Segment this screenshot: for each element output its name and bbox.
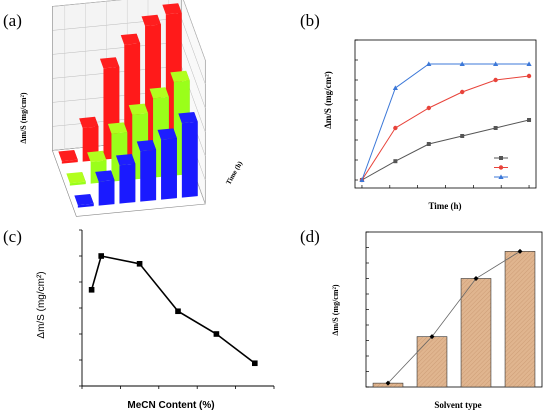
panel-b-point <box>393 125 398 131</box>
panel-b-line-chart: (b) Δm/S (mg/cm²) Time (h) <box>300 11 537 211</box>
panel-b-point <box>460 89 465 95</box>
panel-a-bar-top <box>58 150 78 162</box>
panel-a-bar-top <box>170 70 190 82</box>
panel-d-y-axis-label: Δm/S (mg/cm²) <box>331 284 340 336</box>
panel-c-label: (c) <box>3 227 22 246</box>
panel-a-bars <box>58 3 198 208</box>
panel-c-plot <box>79 229 275 389</box>
panel-c-y-axis-label: Δm/S (mg/cm²) <box>36 271 47 338</box>
panel-a-bar-top <box>162 3 182 15</box>
panel-a-bar-front <box>69 181 86 186</box>
panel-b-y-axis-label: Δm/S (mg/cm²) <box>323 71 333 129</box>
panel-c-point <box>88 287 95 293</box>
panel-b-point <box>426 61 432 66</box>
panel-b-point <box>493 77 498 83</box>
panel-a-3d-bar-chart: (a) Δm/S (mg/cm²) Time (h) <box>3 0 244 217</box>
panel-a-bar-front <box>98 180 115 206</box>
panel-b-legend-marker <box>498 174 504 179</box>
panel-c-point <box>98 253 104 259</box>
panel-d-point <box>385 380 391 386</box>
panel-a-bar-front <box>181 121 198 198</box>
panel-a-gridline <box>181 41 206 109</box>
panel-a-bar-top <box>115 154 136 166</box>
panel-a-time-axis-label: Time (h) <box>224 159 244 186</box>
panel-b-point <box>426 142 431 146</box>
panel-b-point <box>493 126 498 130</box>
panel-a-bar-top <box>79 116 99 128</box>
panel-b-point <box>359 177 365 182</box>
panel-a-bar-front <box>119 163 136 204</box>
panel-d-label: (d) <box>300 227 320 246</box>
panel-b-legend-marker <box>499 156 503 160</box>
panel-a-bar-top <box>66 172 86 184</box>
panel-a-bar-top <box>99 57 120 69</box>
panel-d-x-axis-label: Solvent type <box>434 400 481 410</box>
panel-a-bar-top <box>178 112 198 124</box>
panel-c-point <box>252 360 258 367</box>
panel-a-bar-front <box>140 149 157 202</box>
panel-d-point <box>473 276 479 281</box>
panel-a-bar-top <box>136 140 157 152</box>
panel-b-point <box>527 118 532 122</box>
panel-b-label: (b) <box>300 11 320 30</box>
panel-b-x-axis-label: Time (h) <box>428 201 461 211</box>
panel-d-point <box>517 248 523 254</box>
panel-a-bar <box>95 170 115 206</box>
panel-a-bar-top <box>128 103 149 115</box>
panel-a-bar-top <box>149 87 169 99</box>
panel-c-x-axis-label: MeCN Content (%) <box>127 400 214 411</box>
panel-b-point <box>392 85 398 90</box>
panel-d-bar-chart: (d) Δm/S (mg/cm²) Solvent type <box>300 227 543 410</box>
panel-a-bar-front <box>77 203 94 208</box>
panel-d-trend-line <box>387 251 521 384</box>
panel-b-point <box>493 61 499 66</box>
panel-a-bar-top <box>87 150 107 162</box>
panel-d-bar <box>460 278 492 388</box>
panel-c-line-chart: (c) Δm/S (mg/cm²) MeCN Content (%) <box>3 227 275 411</box>
panel-b-point <box>426 105 431 111</box>
panel-c-point <box>136 261 143 267</box>
panel-c-point <box>175 308 181 315</box>
panel-b-series-line <box>361 75 530 181</box>
panel-a-bar-front <box>61 159 78 164</box>
panel-b-legend-marker <box>498 165 504 170</box>
panel-b-point <box>460 134 465 138</box>
panel-b-point <box>526 73 532 79</box>
panel-a-gridline <box>183 0 206 61</box>
panel-b-point <box>459 61 465 66</box>
panel-a-bar <box>136 140 157 202</box>
panel-a-bar-front <box>161 138 177 200</box>
panel-d-bar <box>504 251 536 388</box>
panel-a-bar-top <box>74 194 94 206</box>
panel-a-gridline <box>52 17 182 31</box>
panel-a-bar-top <box>95 170 115 182</box>
panel-b-plot <box>354 39 537 189</box>
panel-c-series-line <box>90 255 256 364</box>
panel-b-series-line <box>361 119 530 181</box>
panel-d-plot <box>365 231 543 388</box>
panel-b-series-line <box>361 63 530 181</box>
panel-a-bar-top <box>107 122 128 134</box>
panel-a-bar <box>157 128 177 200</box>
panel-a-bar <box>66 172 86 186</box>
panel-c-point <box>213 331 220 337</box>
panel-a-bar <box>58 150 78 164</box>
panel-a-gridline <box>52 0 122 7</box>
panel-a-z-axis-label: Δm/S (mg/cm²) <box>19 92 28 144</box>
panel-a-label: (a) <box>3 11 22 30</box>
panel-a-bar <box>115 154 136 204</box>
panel-b-point <box>393 159 398 164</box>
panel-a-bar-top <box>141 14 161 26</box>
panel-b-frame <box>354 39 537 189</box>
panel-b-point <box>526 61 532 66</box>
panel-d-point <box>429 334 435 340</box>
panel-a-bar <box>74 194 94 208</box>
panel-a-gridline <box>181 17 206 85</box>
panel-a-bar <box>178 112 198 198</box>
panel-a-bar-top <box>120 33 141 45</box>
panel-d-bar <box>416 336 448 388</box>
panel-a-bar-top <box>157 128 177 140</box>
